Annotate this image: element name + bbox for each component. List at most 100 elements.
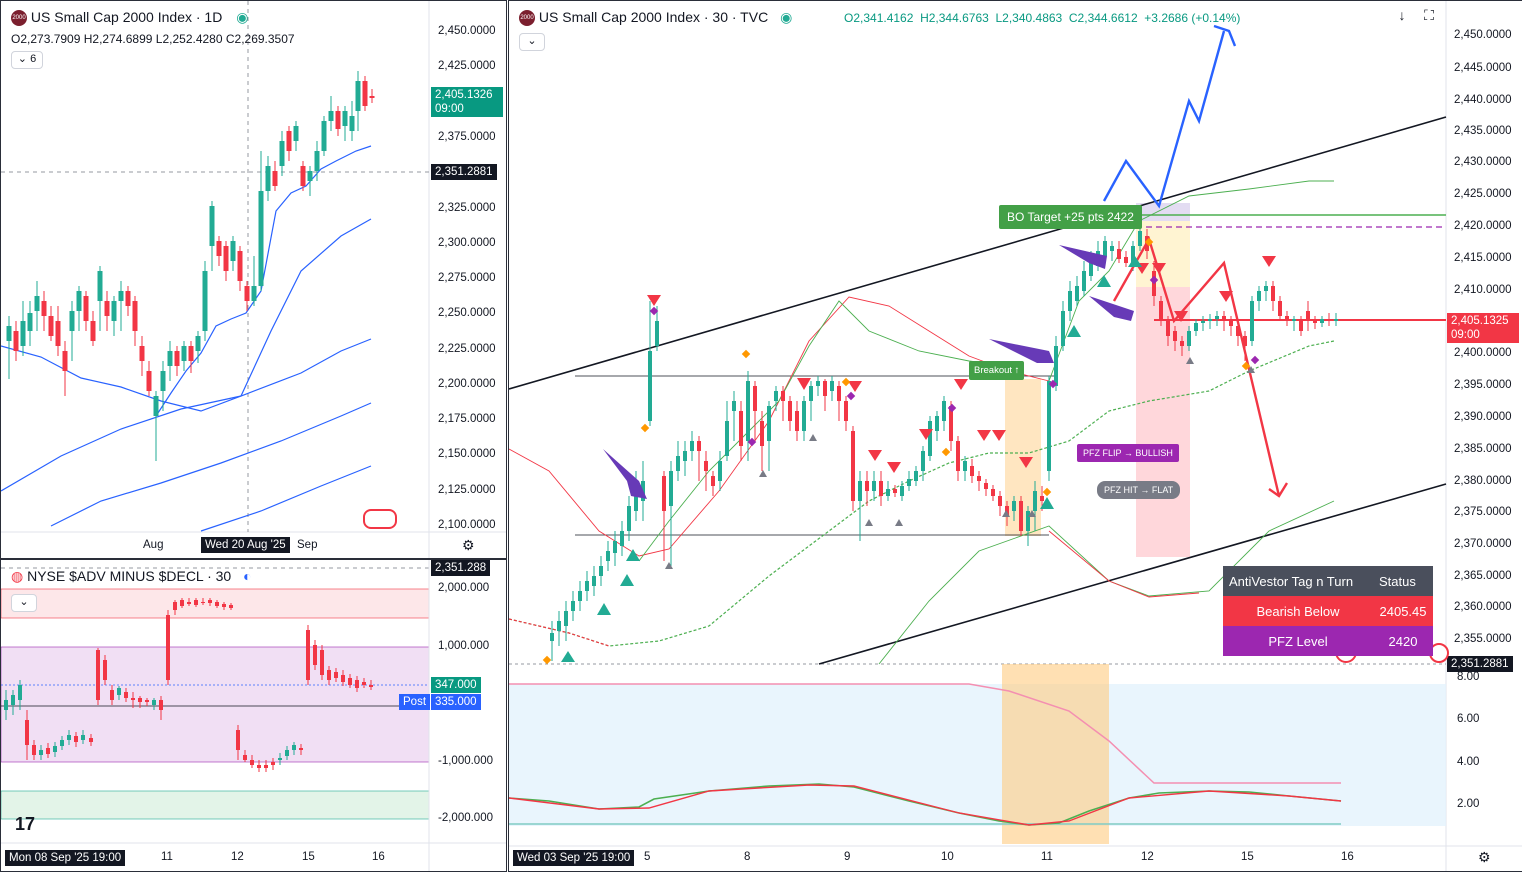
settings-icon[interactable]: ⚙ xyxy=(1478,849,1491,865)
candle xyxy=(865,481,869,491)
daily-chart-canvas[interactable] xyxy=(1,1,506,558)
price-label: 2,440.0000 xyxy=(1454,94,1512,106)
last-price-tag: 2,405.1326 09:00 xyxy=(431,87,503,117)
symbol-header[interactable]: 2000 US Small Cap 2000 Index · 30 · TVC … xyxy=(519,9,792,27)
candle xyxy=(272,171,278,186)
candle xyxy=(1159,301,1163,321)
candle xyxy=(362,682,366,685)
symbol-header[interactable]: 2000 US Small Cap 2000 Index · 1D ◉ xyxy=(11,9,248,27)
candle xyxy=(348,678,352,685)
ohlc-values: O2,273.7909 H2,274.6899 L2,252.4280 C2,2… xyxy=(11,32,295,46)
candle xyxy=(125,291,131,306)
price-label: 2,425.0000 xyxy=(1454,188,1512,200)
price-label: 2,385.0000 xyxy=(1454,443,1512,455)
candle xyxy=(167,351,173,366)
candle xyxy=(578,591,582,601)
candle xyxy=(557,621,561,631)
time-label: 5 xyxy=(644,851,651,863)
candle xyxy=(1334,319,1338,321)
candle xyxy=(306,630,310,680)
candle xyxy=(48,316,54,336)
candle xyxy=(606,551,610,561)
price-label: 2,435.0000 xyxy=(1454,125,1512,137)
candle xyxy=(1026,511,1030,531)
candle xyxy=(320,650,324,675)
candle xyxy=(369,685,373,687)
candle xyxy=(89,738,93,742)
candle xyxy=(795,411,799,431)
indicators-toggle[interactable]: ⌄ 6 xyxy=(11,51,43,69)
candle xyxy=(1229,321,1233,326)
candle xyxy=(195,336,201,351)
candle xyxy=(166,615,170,680)
change-value: +3.2686 (+0.14%) xyxy=(1144,11,1241,25)
candle xyxy=(984,483,988,489)
candle xyxy=(704,461,708,471)
breadth-chart-pane[interactable]: ◍ NYSE $ADV MINUS $DECL · 30 ◐ ⌄ 2,351.2… xyxy=(0,559,507,872)
candle xyxy=(138,698,142,702)
candle xyxy=(942,401,946,421)
candle xyxy=(1110,246,1114,251)
candle xyxy=(949,406,953,441)
collapse-toggle[interactable]: ⌄ xyxy=(519,33,545,51)
download-button[interactable]: ↓ xyxy=(1392,7,1412,25)
candle xyxy=(327,670,331,680)
indicator-count: 6 xyxy=(30,53,37,65)
settings-icon[interactable]: ⚙ xyxy=(462,537,475,553)
candle xyxy=(907,479,911,486)
crosshair-price-tag: 2,351.288 xyxy=(431,560,491,576)
candle xyxy=(25,720,29,745)
candle xyxy=(131,698,135,700)
candle xyxy=(34,296,40,311)
crosshair-date-tag: Mon 08 Sep '25 19:00 xyxy=(5,850,126,866)
price-label: 2,150.0000 xyxy=(438,448,496,460)
intraday-chart-pane[interactable]: 2000 US Small Cap 2000 Index · 30 · TVC … xyxy=(508,0,1522,872)
candle xyxy=(774,391,778,401)
candle xyxy=(921,451,925,471)
post-market-badge: Post xyxy=(399,694,431,710)
fullscreen-icon: ⛶ xyxy=(1424,7,1434,23)
candle xyxy=(928,421,932,456)
candle xyxy=(858,481,862,501)
price-label: 2,325.0000 xyxy=(438,202,496,214)
time-label: 11 xyxy=(161,851,173,863)
candle xyxy=(286,131,292,151)
time-label: 9 xyxy=(844,851,851,863)
candle xyxy=(335,111,341,129)
candle xyxy=(4,700,8,710)
candle xyxy=(1236,326,1240,336)
candle xyxy=(1075,286,1079,301)
collapse-toggle[interactable]: ⌄ xyxy=(11,594,37,612)
candle xyxy=(188,346,194,361)
candle xyxy=(1180,341,1184,346)
breadth-chart-canvas[interactable] xyxy=(1,560,506,871)
breadth-header[interactable]: ◍ NYSE $ADV MINUS $DECL · 30 ◐ xyxy=(11,568,252,585)
us-flag-icon xyxy=(363,509,397,529)
candle xyxy=(711,476,715,486)
time-label: 12 xyxy=(231,851,244,863)
price-label: 2,225.0000 xyxy=(438,343,496,355)
candle xyxy=(1117,249,1121,259)
candle xyxy=(55,321,61,346)
candle xyxy=(62,351,68,371)
candle xyxy=(746,381,750,441)
time-label: 11 xyxy=(1041,851,1053,863)
price-label: 2,360.0000 xyxy=(1454,601,1512,613)
candle xyxy=(935,416,939,431)
osc-label: 8.00 xyxy=(1457,671,1480,683)
candle xyxy=(20,321,26,346)
time-label: 15 xyxy=(1241,851,1254,863)
fullscreen-button[interactable]: ⛶ xyxy=(1419,7,1439,25)
candle xyxy=(585,581,589,591)
intraday-chart-canvas[interactable] xyxy=(509,1,1522,871)
candle xyxy=(81,735,85,740)
price-label: 2,410.0000 xyxy=(1454,284,1512,296)
pfz-hit-label: PFZ HIT → FLAT xyxy=(1097,481,1181,499)
candle xyxy=(648,351,652,421)
table-cell: PFZ Level xyxy=(1223,626,1373,656)
download-icon: ↓ xyxy=(1398,7,1406,23)
bo-target-label: BO Target +25 pts 2422 xyxy=(999,205,1142,229)
candle xyxy=(837,386,841,401)
daily-chart-pane[interactable]: 2000 US Small Cap 2000 Index · 1D ◉ O2,2… xyxy=(0,0,507,559)
candle xyxy=(334,672,338,678)
